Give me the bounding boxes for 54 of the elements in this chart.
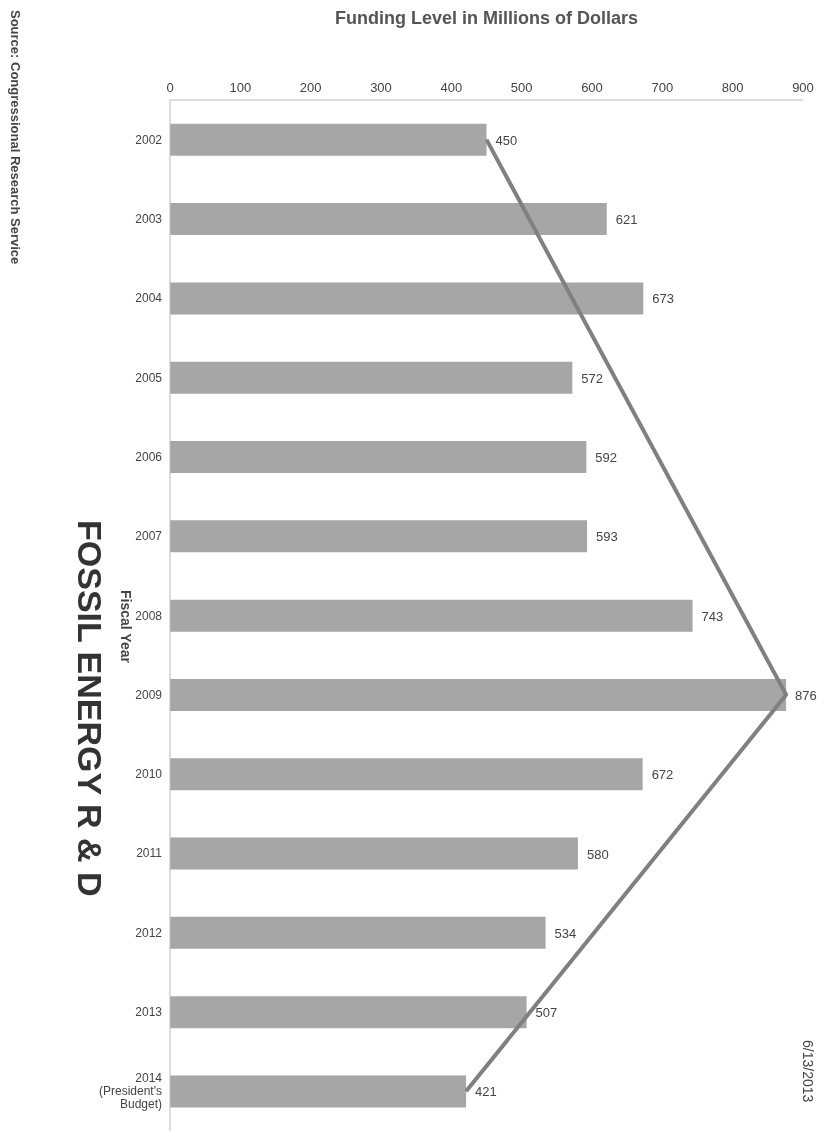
data-label: 593 [596, 529, 618, 545]
data-label: 507 [535, 1005, 558, 1021]
bar [170, 916, 546, 949]
bar [170, 520, 588, 553]
x-tick-label: 900 [792, 80, 814, 95]
y-axis-title: Fiscal Year [118, 590, 134, 663]
source-note: Source: Congressional Research Service [8, 10, 23, 265]
bar [170, 996, 527, 1029]
x-tick-label: 500 [510, 80, 533, 95]
bar [170, 758, 643, 791]
x-tick-label: 600 [581, 80, 603, 95]
data-label: 876 [795, 687, 817, 703]
x-tick-label: 100 [229, 80, 252, 95]
bar [170, 837, 578, 870]
y-tick-label: 2013 [135, 1005, 163, 1020]
y-tick-label: 2008 [135, 608, 163, 623]
bar [170, 1075, 467, 1108]
y-tick-label: 2012 [135, 925, 163, 940]
x-tick-label: 0 [166, 80, 174, 95]
y-tick-label: 2002 [135, 132, 163, 147]
y-tick-label: 2010 [135, 767, 163, 782]
bar [170, 678, 787, 711]
y-tick-label: 2006 [135, 449, 163, 464]
data-label: 672 [651, 767, 674, 783]
data-label: 673 [652, 291, 675, 307]
data-label: 592 [595, 450, 618, 466]
x-tick-label: 200 [299, 80, 322, 95]
y-tick-label: 2009 [135, 687, 163, 702]
data-label: 421 [475, 1084, 497, 1100]
x-tick-label: 300 [370, 80, 392, 95]
y-tick-label: 2011 [136, 846, 163, 861]
x-tick-label: 700 [651, 80, 674, 95]
y-tick-label: 2003 [135, 211, 163, 226]
y-tick-label: 2007 [135, 529, 163, 544]
data-label: 743 [701, 608, 724, 624]
data-label: 534 [554, 925, 577, 941]
x-tick-label: 400 [440, 80, 463, 95]
bar [170, 361, 573, 394]
data-label: 621 [615, 212, 638, 228]
data-label: 572 [581, 370, 604, 386]
bar [170, 599, 693, 632]
x-axis-title: Funding Level in Millions of Dollars [334, 8, 639, 29]
y-tick-label: 2004 [135, 291, 163, 306]
x-tick-label: 800 [721, 80, 744, 95]
bar [170, 203, 607, 236]
annotation: 6/13/2013 [800, 1040, 816, 1103]
data-label: 450 [495, 132, 518, 148]
data-label: 580 [586, 846, 609, 862]
bar [170, 282, 644, 315]
text: FOSSIL ENERGY R & D [70, 520, 109, 897]
bar [170, 441, 587, 474]
y-tick-label: 2014 (President's Budget) [99, 1071, 163, 1112]
y-tick-label: 2005 [135, 370, 163, 385]
bar [170, 123, 487, 156]
